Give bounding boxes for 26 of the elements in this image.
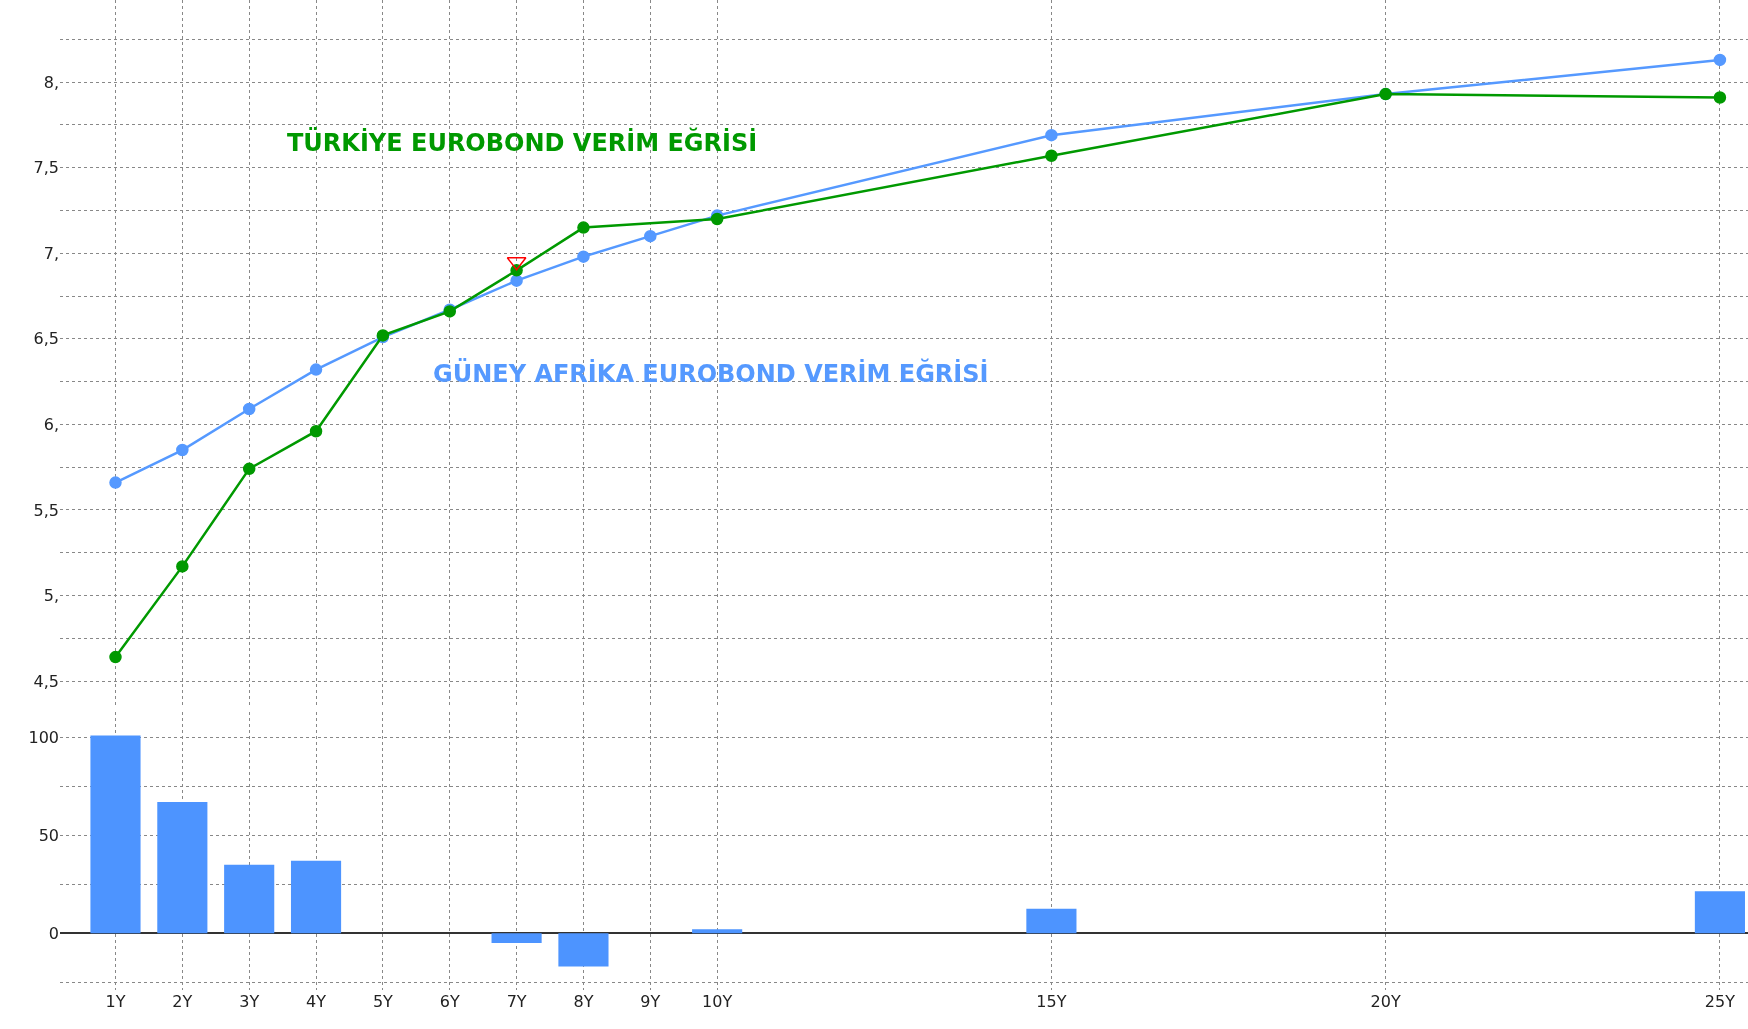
x-tick-label: 4Y	[306, 992, 327, 1011]
x-tick-label: 25Y	[1704, 992, 1736, 1011]
y-tick-label: 4,5	[33, 671, 59, 691]
x-tick-label: 5Y	[372, 992, 394, 1011]
y-tick-label: 5,	[43, 586, 59, 606]
x-tick-label: 9Y	[640, 992, 661, 1011]
y-tick-label: 7,5	[33, 158, 59, 178]
x-tick-label: 6Y	[439, 992, 460, 1011]
x-tick-label: 15Y	[1036, 992, 1067, 1011]
text: TÜRKİYE EUROBOND VERİM EĞRİSİ	[287, 127, 758, 157]
y-tick-label: 100	[28, 728, 59, 748]
x-tick-label: 2Y	[172, 992, 193, 1011]
x-tick-label: 3Y	[239, 992, 260, 1011]
x-tick-label: 20Y	[1370, 992, 1401, 1011]
y-tick-label: 6,	[43, 414, 59, 434]
x-tick-label: 8Y	[573, 992, 594, 1011]
x-tick-label: 1Y	[105, 992, 126, 1011]
y-tick-label: 5,5	[33, 500, 59, 520]
x-tick-label: 7Y	[506, 992, 527, 1011]
y-tick-label: 8,	[43, 72, 59, 92]
y-tick-label: 0	[48, 923, 59, 943]
y-tick-label: 50	[38, 825, 59, 845]
series-label: GÜNEY AFRİKA EUROBOND VERİM EĞRİSİ	[433, 358, 989, 388]
y-tick-label: 7,	[43, 243, 59, 263]
y-tick-label: 6,5	[33, 329, 59, 349]
x-tick-label: 10Y	[702, 992, 733, 1011]
